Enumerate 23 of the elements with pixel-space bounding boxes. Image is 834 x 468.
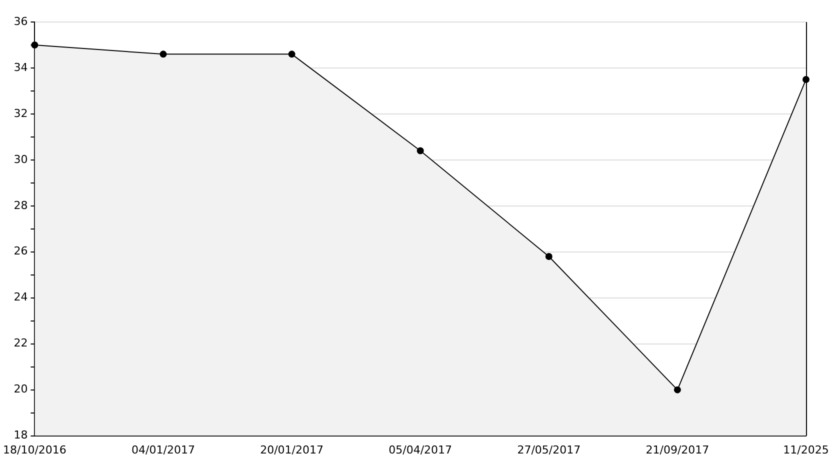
x-tick-label: 11/2025: [783, 443, 829, 456]
x-tick-label: 21/09/2017: [646, 443, 710, 456]
point: [31, 41, 38, 48]
y-tick-label: 32: [14, 106, 28, 120]
point: [674, 386, 681, 394]
y-tick-label: 24: [14, 290, 28, 304]
y-tick-label: 26: [14, 244, 28, 258]
x-tick-label: 04/01/2017: [132, 443, 195, 456]
point: [288, 50, 296, 58]
y-tick-label: 34: [14, 60, 28, 74]
y-tick-label: 22: [14, 336, 28, 350]
y-tick-label: 20: [14, 382, 28, 396]
x-tick-label: 27/05/2017: [517, 443, 581, 456]
x-tick-label: 20/01/2017: [260, 443, 324, 456]
y-tick-label: 36: [14, 14, 28, 28]
point: [416, 147, 424, 154]
y-tick-label: 18: [14, 428, 28, 442]
x-tick-label: 18/10/2016: [2, 443, 66, 456]
y-tick-label: 30: [14, 152, 28, 166]
x-tick-label: 05/04/2017: [388, 443, 452, 456]
point: [545, 252, 552, 260]
point: [160, 50, 167, 58]
y-tick-label: 28: [14, 198, 28, 212]
